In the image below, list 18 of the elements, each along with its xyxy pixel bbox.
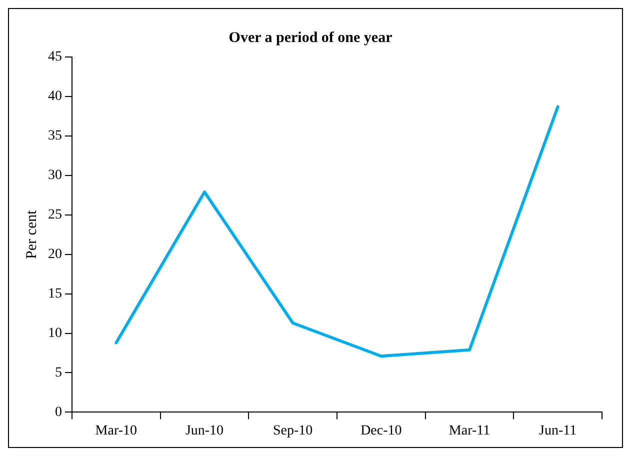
y-tick-label: 35 bbox=[48, 128, 62, 144]
chart-title: Over a period of one year bbox=[228, 30, 393, 46]
y-tick-label: 0 bbox=[55, 404, 62, 420]
x-tick-label: Dec-10 bbox=[360, 423, 402, 438]
y-tick-label: 45 bbox=[48, 50, 62, 65]
y-tick-label: 25 bbox=[48, 208, 62, 223]
y-tick-label: 40 bbox=[48, 89, 62, 104]
y-tick-label: 20 bbox=[48, 247, 62, 262]
y-tick-label: 30 bbox=[48, 168, 62, 184]
y-tick-label: 15 bbox=[48, 286, 62, 302]
x-tick-label: Jun-11 bbox=[539, 423, 577, 438]
x-tick-label: Mar-10 bbox=[95, 423, 138, 438]
y-tick-label: 5 bbox=[55, 365, 62, 380]
x-tick-label: Sep-10 bbox=[272, 423, 313, 438]
y-axis-title: Per cent bbox=[24, 209, 40, 259]
x-tick-label: Jun-10 bbox=[185, 423, 224, 438]
x-tick-label: Mar-11 bbox=[448, 423, 490, 438]
y-tick-label: 10 bbox=[48, 326, 62, 341]
